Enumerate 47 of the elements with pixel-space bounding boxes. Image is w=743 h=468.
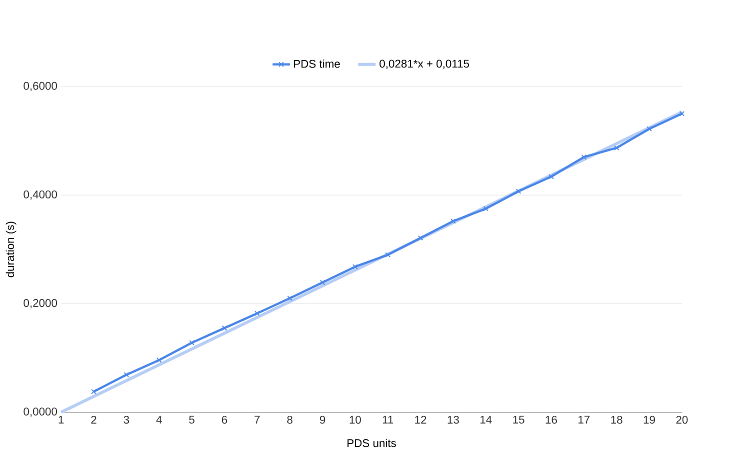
x-tick-label: 16: [546, 416, 557, 424]
x-tick-label: 19: [644, 416, 655, 424]
point: [124, 372, 130, 378]
point: [91, 388, 96, 394]
x-tick-label: 10: [350, 416, 361, 424]
x-tick-label: 14: [480, 416, 492, 424]
point: [548, 174, 554, 180]
point: [516, 188, 522, 194]
x-tick-label: 12: [415, 416, 426, 424]
x-tick-label: 7: [254, 416, 260, 424]
y-tick-label: 0,6000: [24, 82, 58, 92]
point: [483, 206, 489, 212]
y-axis-title: duration (s): [6, 222, 16, 278]
point: [679, 110, 685, 116]
x-tick-label: 20: [676, 416, 688, 424]
x-tick-label: 2: [91, 416, 96, 424]
point: [614, 145, 620, 150]
point: [254, 310, 260, 316]
y-tick-label: 0,0000: [24, 408, 58, 417]
point: [385, 252, 391, 258]
x-axis-title: PDS units: [348, 438, 396, 447]
x-tick-label: 13: [448, 416, 459, 424]
point: [320, 280, 326, 286]
point: [222, 325, 228, 331]
x-tick-label: 3: [124, 416, 130, 424]
point: [189, 340, 194, 346]
y-tick-label: 0,2000: [24, 298, 58, 308]
point: [418, 235, 424, 241]
y-tick-label: 0,4000: [24, 190, 58, 200]
x-tick-label: 9: [320, 416, 326, 424]
point: [352, 264, 358, 270]
point: [646, 126, 652, 132]
x-tick-label: 15: [513, 416, 524, 424]
x-tick-label: 11: [382, 416, 394, 424]
point: [450, 218, 456, 224]
x-tick-label: 8: [287, 416, 292, 424]
point: [156, 357, 162, 363]
x-tick-label: 1: [58, 416, 64, 424]
x-tick-label: 4: [156, 416, 162, 424]
point: [581, 154, 587, 160]
point: [287, 295, 292, 301]
x-tick-label: 17: [578, 416, 590, 424]
legend-label: PDS time: [294, 59, 340, 68]
x-tick-label: 18: [611, 416, 622, 424]
x-tick-label: 6: [222, 416, 228, 424]
legend-label: 0,0281*x + 0,0115: [380, 60, 470, 69]
x-tick-label: 5: [189, 416, 194, 424]
